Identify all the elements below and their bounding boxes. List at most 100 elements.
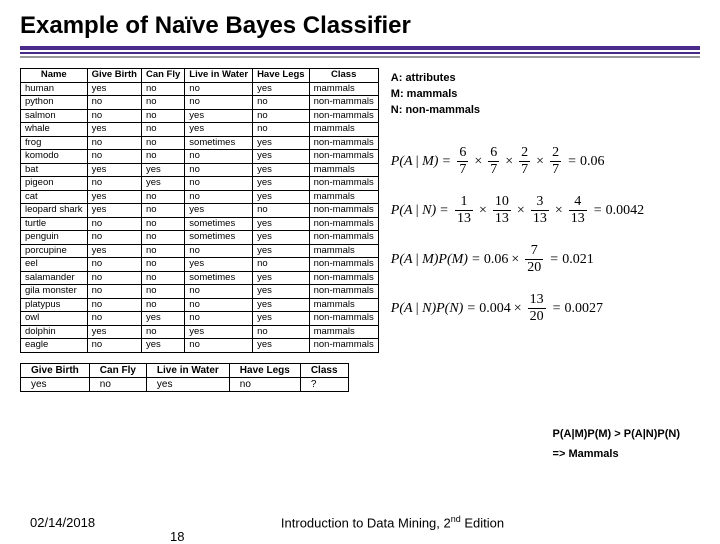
table-cell: yes: [87, 163, 141, 177]
conclusion-inequality: P(A|M)P(M) > P(A|N)P(N): [553, 428, 680, 440]
table-cell: no: [185, 190, 253, 204]
table-cell: yes: [185, 123, 253, 137]
table-cell: cat: [21, 190, 88, 204]
table-cell: non-mammals: [309, 177, 378, 191]
table-cell: leopard shark: [21, 204, 88, 218]
table-row: whaleyesnoyesnomammals: [21, 123, 379, 137]
table-cell: human: [21, 82, 88, 96]
table-cell: yes: [253, 190, 310, 204]
table-cell: non-mammals: [309, 312, 378, 326]
table-cell: yes: [253, 231, 310, 245]
table-cell: yes: [87, 82, 141, 96]
table-cell: yes: [87, 190, 141, 204]
table-cell: non-mammals: [309, 285, 378, 299]
table-cell: yes: [253, 339, 310, 353]
table-cell: yes: [141, 177, 184, 191]
table-cell: salamander: [21, 271, 88, 285]
equation-1: P(A | M)=67×67×27×27=0.06: [391, 146, 700, 177]
table-cell: owl: [21, 312, 88, 326]
table-cell: mammals: [309, 244, 378, 258]
table-cell: no: [87, 231, 141, 245]
table-cell: no: [141, 285, 184, 299]
table-cell: yes: [185, 325, 253, 339]
table-header: Have Legs: [229, 363, 300, 377]
table-cell: komodo: [21, 150, 88, 164]
table-cell: no: [253, 325, 310, 339]
table-header: Name: [21, 69, 88, 83]
equation-2: P(A | N)=113×1013×313×413=0.0042: [391, 195, 700, 226]
table-cell: yes: [253, 82, 310, 96]
table-cell: yes: [253, 136, 310, 150]
table-header: Live in Water: [185, 69, 253, 83]
table-cell: yes: [87, 325, 141, 339]
table-cell: no: [141, 231, 184, 245]
table-cell: no: [253, 96, 310, 110]
table-cell: no: [141, 190, 184, 204]
table-cell: non-mammals: [309, 231, 378, 245]
table-header: Class: [309, 69, 378, 83]
table-cell: no: [87, 285, 141, 299]
table-row: catyesnonoyesmammals: [21, 190, 379, 204]
table-cell: salmon: [21, 109, 88, 123]
table-cell: no: [141, 244, 184, 258]
table-cell: ?: [300, 377, 348, 391]
table-row: salmonnonoyesnonon-mammals: [21, 109, 379, 123]
table-cell: eel: [21, 258, 88, 272]
table-cell: platypus: [21, 298, 88, 312]
table-cell: no: [185, 177, 253, 191]
equation-3: P(A | M)P(M)=0.06×720=0.021: [391, 244, 700, 275]
table-row: pigeonnoyesnoyesnon-mammals: [21, 177, 379, 191]
table-header: Live in Water: [146, 363, 229, 377]
table-cell: non-mammals: [309, 136, 378, 150]
conclusion: P(A|M)P(M) > P(A|N)P(N) => Mammals: [553, 428, 680, 460]
table-cell: sometimes: [185, 271, 253, 285]
table-cell: no: [141, 82, 184, 96]
table-cell: yes: [253, 163, 310, 177]
footer-text-suffix: Edition: [461, 515, 504, 530]
table-cell: no: [253, 204, 310, 218]
table-cell: sometimes: [185, 231, 253, 245]
table-cell: no: [185, 244, 253, 258]
legend-n: N: non-mammals: [391, 104, 700, 116]
table-header: Class: [300, 363, 348, 377]
title-underline: [20, 46, 700, 58]
table-cell: gila monster: [21, 285, 88, 299]
table-cell: mammals: [309, 123, 378, 137]
table-cell: non-mammals: [309, 217, 378, 231]
table-cell: yes: [253, 217, 310, 231]
table-cell: no: [185, 82, 253, 96]
table-row: eaglenoyesnoyesnon-mammals: [21, 339, 379, 353]
table-cell: no: [87, 109, 141, 123]
footer-text: Introduction to Data Mining, 2nd Edition: [95, 514, 690, 530]
table-row: turtlenonosometimesyesnon-mammals: [21, 217, 379, 231]
conclusion-result: => Mammals: [553, 448, 680, 460]
table-cell: mammals: [309, 82, 378, 96]
footer-date: 02/14/2018: [30, 515, 95, 530]
table-cell: no: [141, 150, 184, 164]
table-cell: no: [253, 109, 310, 123]
table-cell: yes: [253, 244, 310, 258]
table-cell: turtle: [21, 217, 88, 231]
test-table-wrap: Give BirthCan FlyLive in WaterHave LegsC…: [20, 363, 700, 392]
table-row: gila monsternononoyesnon-mammals: [21, 285, 379, 299]
table-cell: sometimes: [185, 136, 253, 150]
table-cell: no: [141, 258, 184, 272]
table-cell: non-mammals: [309, 339, 378, 353]
table-cell: eagle: [21, 339, 88, 353]
footer-text-sup: nd: [451, 514, 461, 524]
main-table-wrap: NameGive BirthCan FlyLive in WaterHave L…: [20, 68, 379, 353]
table-cell: no: [87, 217, 141, 231]
table-cell: yes: [185, 204, 253, 218]
table-cell: non-mammals: [309, 271, 378, 285]
table-cell: non-mammals: [309, 109, 378, 123]
table-cell: no: [185, 150, 253, 164]
table-cell: no: [141, 271, 184, 285]
table-cell: whale: [21, 123, 88, 137]
table-cell: yes: [253, 177, 310, 191]
table-row: owlnoyesnoyesnon-mammals: [21, 312, 379, 326]
table-cell: no: [185, 163, 253, 177]
table-cell: mammals: [309, 163, 378, 177]
table-cell: no: [87, 258, 141, 272]
table-cell: no: [141, 217, 184, 231]
legend-m: M: mammals: [391, 88, 700, 100]
